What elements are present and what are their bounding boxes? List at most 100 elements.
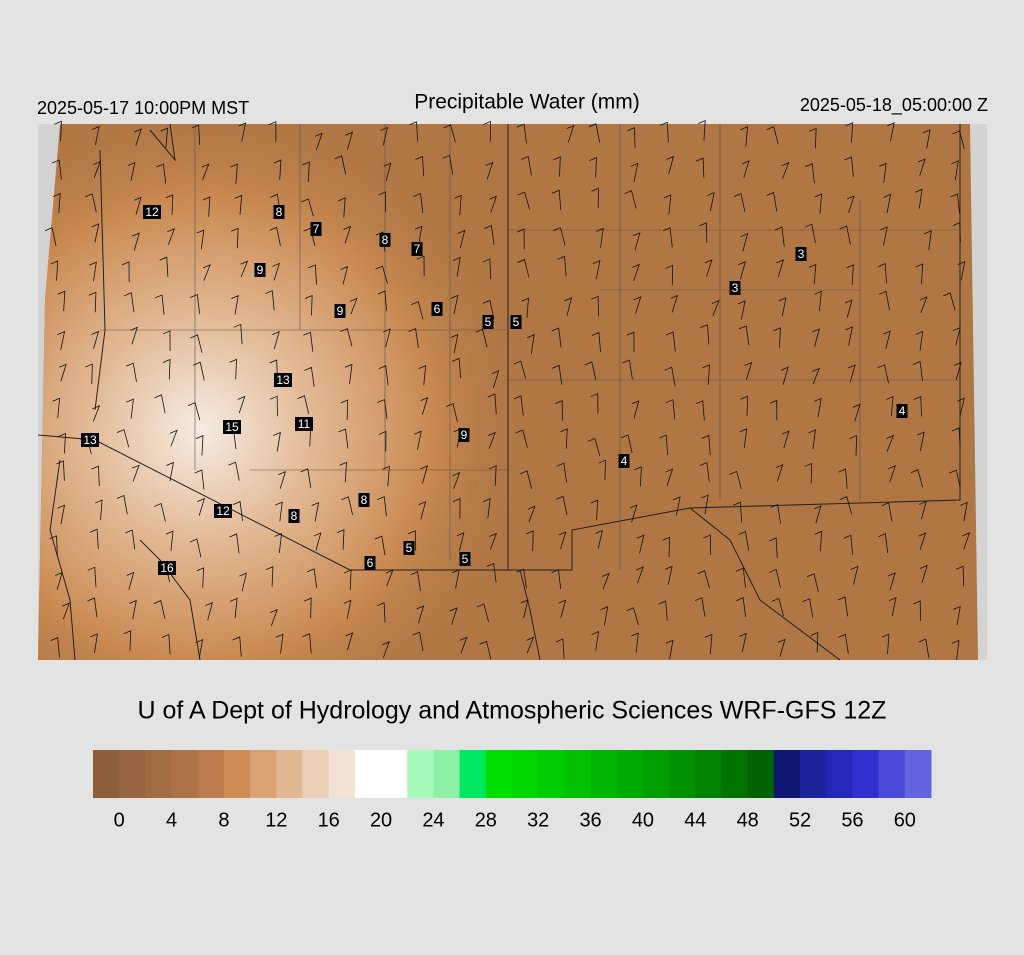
wind-barb (707, 191, 715, 212)
wind-barb (340, 265, 349, 285)
color-swatch (302, 750, 330, 798)
wind-barbs (44, 120, 971, 660)
wind-barb (922, 129, 931, 149)
wind-barb (165, 530, 174, 551)
wind-barb (55, 571, 63, 590)
wind-barb (123, 630, 132, 651)
wind-barb (154, 394, 166, 414)
wind-barb (883, 193, 892, 214)
color-swatch (171, 750, 199, 798)
wind-barb (942, 292, 956, 311)
station-value: 13 (274, 373, 292, 387)
wind-barb (878, 162, 887, 183)
label-box (214, 504, 232, 518)
wind-barb (268, 121, 277, 142)
wind-barb (153, 503, 166, 522)
wind-barb (50, 260, 59, 281)
color-swatch (223, 750, 251, 798)
map-title: Precipitable Water (mm) (414, 91, 640, 114)
tick-label: 16 (318, 809, 340, 831)
station-value: 6 (364, 556, 376, 570)
color-swatch (852, 750, 880, 798)
wind-barb (733, 193, 746, 213)
wind-barb (275, 501, 283, 522)
wind-barb (131, 464, 140, 482)
label-box (459, 552, 471, 566)
station-value: 12 (214, 504, 232, 518)
color-swatch (381, 750, 408, 798)
wind-barb (781, 430, 790, 449)
wind-barb (737, 300, 746, 320)
wind-barb (551, 327, 562, 348)
wind-barb (955, 565, 965, 587)
tick-label: 0 (114, 809, 125, 831)
wind-barb (190, 293, 201, 315)
wind-barb (804, 223, 816, 243)
wind-barb (888, 596, 897, 617)
wind-barb (813, 505, 822, 524)
wind-barb (134, 128, 142, 147)
color-swatch (459, 750, 487, 798)
wind-barb (626, 331, 635, 353)
tick-label: 40 (632, 809, 654, 831)
wind-barb (953, 605, 961, 626)
wind-barb (778, 297, 787, 317)
wind-barb (275, 633, 284, 654)
wind-barb (412, 631, 424, 651)
wind-barb (812, 328, 820, 347)
wind-barb (443, 124, 456, 143)
wind-barb (414, 430, 422, 450)
wind-barb (556, 462, 568, 483)
wind-barb (591, 331, 601, 353)
wind-barb (587, 437, 601, 456)
wind-barb (377, 290, 388, 311)
color-swatch (485, 750, 513, 798)
station-value: 9 (254, 263, 266, 277)
tick-label: 28 (475, 809, 497, 831)
wind-barb (704, 259, 713, 277)
wind-barb (766, 191, 778, 212)
wind-barb (449, 607, 458, 625)
color-swatch (773, 750, 801, 798)
wind-barb (733, 501, 743, 523)
wind-barb (232, 636, 242, 657)
label-text: 6 (367, 556, 374, 570)
wind-barb (130, 326, 138, 345)
tick-label: 60 (894, 809, 916, 831)
wind-barb (952, 326, 961, 346)
wind-barb (515, 429, 528, 448)
wind-barb (345, 131, 354, 150)
wind-barb (591, 187, 599, 209)
wind-barb (598, 459, 606, 481)
wind-barb (554, 400, 563, 421)
wind-barb (408, 530, 417, 551)
wind-barb (273, 159, 282, 180)
wind-barb (555, 495, 568, 515)
color-swatch (145, 750, 173, 798)
wind-barb (205, 601, 213, 621)
wind-barb (420, 465, 428, 484)
station-value: 3 (729, 281, 741, 295)
wind-barb (769, 399, 778, 421)
wind-barb (313, 532, 322, 551)
wind-barb (631, 400, 640, 419)
wind-barb (846, 264, 854, 285)
wind-barb (699, 461, 710, 482)
station-value: 9 (458, 428, 470, 442)
label-box (334, 304, 346, 318)
color-swatch (119, 750, 146, 798)
wind-barb (808, 429, 816, 450)
wind-barb (513, 360, 527, 379)
wind-barb (697, 570, 710, 589)
wind-barb (133, 196, 142, 215)
wind-barb (378, 430, 387, 452)
wind-barb (129, 599, 137, 620)
wind-barb (445, 403, 458, 422)
wind-barb (413, 192, 424, 214)
wind-barb (885, 395, 894, 417)
tick-label: 12 (265, 809, 287, 831)
wind-barb (526, 636, 535, 654)
wind-barb (166, 461, 174, 482)
wind-barb (383, 328, 391, 348)
wind-barb (703, 534, 712, 556)
